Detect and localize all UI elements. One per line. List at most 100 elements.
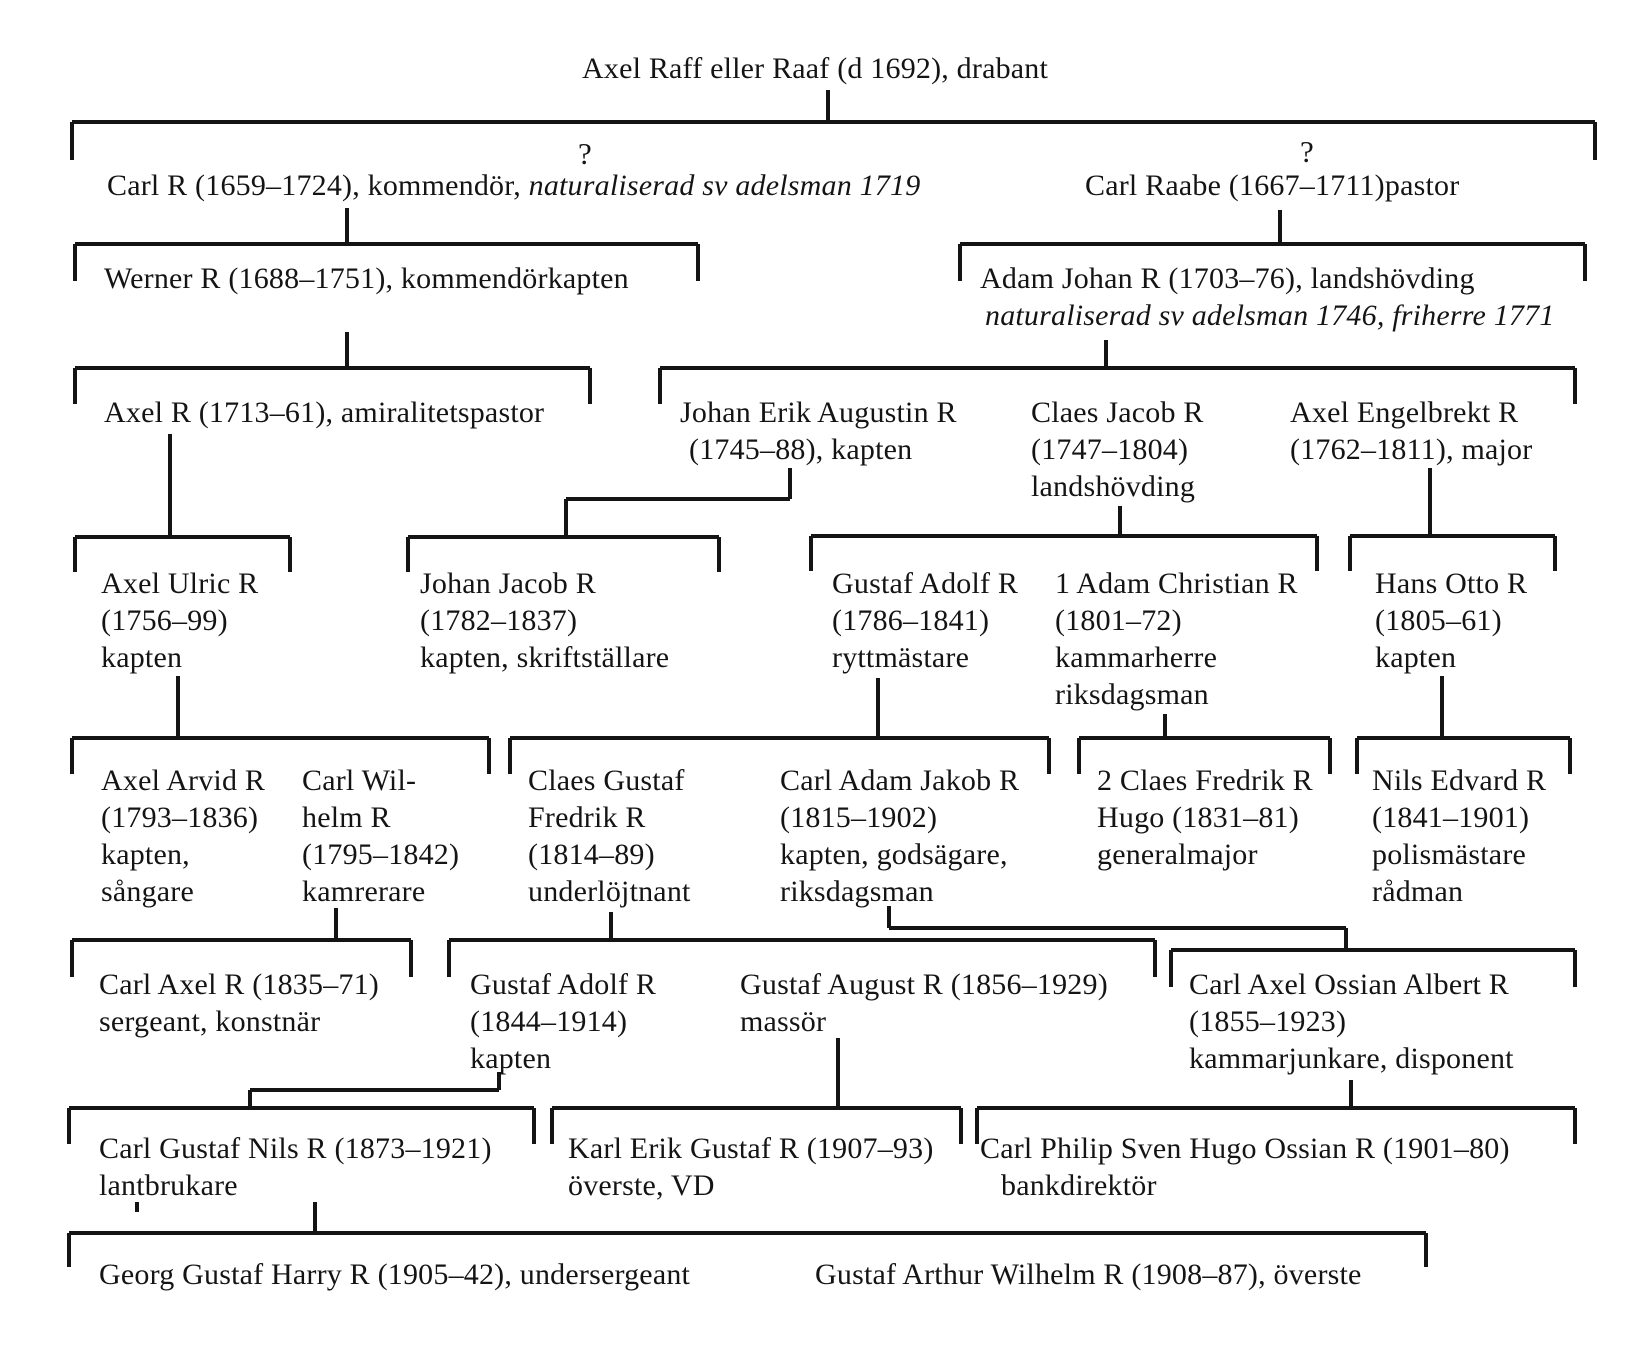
person-adam-christian-line: kammarherre: [1055, 639, 1298, 676]
person-carl-raabe: Carl Raabe (1667–1711)pastor: [1085, 167, 1459, 204]
person-text: (1782–1837): [420, 604, 578, 637]
person-text: Gustaf Adolf R: [832, 567, 1019, 600]
person-text: Carl Gustaf Nils R (1873–1921): [99, 1132, 492, 1165]
person-claes-jacob-line: landshövding: [1031, 468, 1204, 505]
person-text: Gustaf Arthur Wilhelm R (1908–87), övers…: [815, 1258, 1362, 1291]
person-text: Karl Erik Gustaf R (1907–93): [568, 1132, 934, 1165]
person-text: Claes Gustaf: [528, 764, 685, 797]
person-text: kapten: [101, 641, 183, 674]
person-gustaf-adolf-1786: Gustaf Adolf R (1786–1841) ryttmästare: [832, 565, 1018, 676]
person-text: (1855–1923): [1189, 1005, 1347, 1038]
person-werner-r: Werner R (1688–1751), kommendörkapten: [104, 260, 629, 297]
person-nils-edvard: Nils Edvard R (1841–1901) polismästare rådm…: [1372, 762, 1546, 910]
person-text: bankdirektör: [1001, 1169, 1157, 1202]
person-gustaf-adolf-1844-line: (1844–1914): [470, 1003, 656, 1040]
person-karl-erik-gustaf: Karl Erik Gustaf R (1907–93) överste, VD: [568, 1130, 934, 1204]
person-carl-wilhelm-line: kamrerare: [302, 873, 459, 910]
person-carl-r: Carl R (1659–1724), kommendör, naturalis…: [107, 167, 920, 204]
person-nils-edvard-line: polismästare: [1372, 836, 1546, 873]
person-gustaf-adolf-1786-line: Gustaf Adolf R: [832, 565, 1018, 602]
person-gustaf-adolf-1786-line: ryttmästare: [832, 639, 1018, 676]
person-text: Carl Axel R (1835–71): [99, 968, 380, 1001]
person-text: (1815–1902): [780, 801, 938, 834]
person-hans-otto: Hans Otto R (1805–61) kapten: [1375, 565, 1527, 676]
person-gustaf-august-line: massör: [740, 1003, 1108, 1040]
person-carl-wilhelm-line: Carl Wil-: [302, 762, 459, 799]
person-text: Johan Jacob R: [420, 567, 596, 600]
person-text: Carl Philip Sven Hugo Ossian R (1901–80): [980, 1132, 1510, 1165]
person-hans-otto-line: Hans Otto R: [1375, 565, 1527, 602]
person-text: Werner R (1688–1751), kommendörkapten: [104, 262, 629, 295]
person-gustaf-arthur-wilhelm: Gustaf Arthur Wilhelm R (1908–87), övers…: [815, 1256, 1362, 1293]
person-claes-fredrik-hugo-line: Hugo (1831–81): [1097, 799, 1313, 836]
person-carl-wilhelm-line: helm R: [302, 799, 459, 836]
person-text: Fredrik R: [528, 801, 646, 834]
person-text: landshövding: [1031, 470, 1196, 503]
person-text: Carl Wil-: [302, 764, 417, 797]
person-claes-fredrik-hugo-line: generalmajor: [1097, 836, 1313, 873]
person-axel-raff-line: Axel Raff eller Raaf (d 1692), drabant: [582, 50, 1048, 87]
person-claes-jacob-line: (1747–1804): [1031, 431, 1204, 468]
person-text: (1747–1804): [1031, 433, 1189, 466]
person-text: (1844–1914): [470, 1005, 628, 1038]
person-karl-erik-gustaf-line: överste, VD: [568, 1167, 934, 1204]
person-text: (1793–1836): [101, 801, 259, 834]
person-claes-gustaf-fredrik-line: underlöjtnant: [528, 873, 691, 910]
person-carl-philip-line: bankdirektör: [1001, 1167, 1510, 1204]
person-text: (1762–1811), major: [1290, 433, 1533, 466]
person-georg-gustaf-harry: Georg Gustaf Harry R (1905–42), underser…: [99, 1256, 690, 1293]
person-axel-raff: Axel Raff eller Raaf (d 1692), drabant: [582, 50, 1048, 87]
person-text: Axel Engelbrekt R: [1290, 396, 1519, 429]
person-carl-axel-1835-line: sergeant, konstnär: [99, 1003, 379, 1040]
person-carl-adam-jakob-line: riksdagsman: [780, 873, 1019, 910]
person-claes-fredrik-hugo-line: 2 Claes Fredrik R: [1097, 762, 1313, 799]
person-gustaf-adolf-1844-line: Gustaf Adolf R: [470, 966, 656, 1003]
person-text: kammarherre: [1055, 641, 1218, 674]
person-text: Adam Johan R (1703–76), landshövding: [980, 262, 1475, 295]
person-carl-adam-jakob: Carl Adam Jakob R (1815–1902) kapten, gods…: [780, 762, 1019, 910]
person-gustaf-adolf-1844-line: kapten: [470, 1040, 656, 1077]
person-text: överste, VD: [568, 1169, 715, 1202]
person-carl-axel-ossian-line: (1855–1923): [1189, 1003, 1514, 1040]
person-text: Axel Ulric R: [101, 567, 259, 600]
person-text: Nils Edvard R: [1372, 764, 1547, 797]
person-text: kammarjunkare, disponent: [1189, 1042, 1514, 1075]
person-carl-philip-line: Carl Philip Sven Hugo Ossian R (1901–80): [980, 1130, 1510, 1167]
person-text: lantbrukare: [99, 1169, 238, 1202]
person-text: Hugo (1831–81): [1097, 801, 1299, 834]
person-carl-wilhelm: Carl Wil-helm R (1795–1842) kamrerare: [302, 762, 459, 910]
person-text: kapten,: [101, 838, 190, 871]
person-axel-arvid-line: kapten,: [101, 836, 265, 873]
person-gustaf-arthur-wilhelm-line: Gustaf Arthur Wilhelm R (1908–87), övers…: [815, 1256, 1362, 1293]
person-text: kapten: [470, 1042, 552, 1075]
person-axel-ulric-line: (1756–99): [101, 602, 258, 639]
person-axel-r-1713-line: Axel R (1713–61), amiralitetspastor: [104, 394, 544, 431]
person-gustaf-august-line: Gustaf August R (1856–1929): [740, 966, 1108, 1003]
person-text: 1 Adam Christian R: [1055, 567, 1298, 600]
person-text: sergeant, konstnär: [99, 1005, 321, 1038]
person-johan-jacob-line: (1782–1837): [420, 602, 669, 639]
person-claes-gustaf-fredrik: Claes Gustaf Fredrik R (1814–89) underlöjtn…: [528, 762, 691, 910]
person-text: helm R: [302, 801, 391, 834]
person-text: Axel Arvid R: [101, 764, 266, 797]
uncertainty-mark: ?: [1300, 134, 1314, 169]
person-gustaf-august: Gustaf August R (1856–1929) massör: [740, 966, 1108, 1040]
person-text: Gustaf Adolf R: [470, 968, 657, 1001]
person-axel-ulric-line: kapten: [101, 639, 258, 676]
person-adam-christian-line: 1 Adam Christian R: [1055, 565, 1298, 602]
person-carl-axel-1835-line: Carl Axel R (1835–71): [99, 966, 379, 1003]
person-axel-arvid-line: Axel Arvid R: [101, 762, 265, 799]
person-text: riksdagsman: [780, 875, 934, 908]
person-johan-erik-augustin: Johan Erik Augustin R (1745–88), kapten: [680, 394, 957, 468]
person-axel-engelbrekt-line: (1762–1811), major: [1290, 431, 1532, 468]
person-adam-christian-line: riksdagsman: [1055, 676, 1298, 713]
person-text: (1745–88), kapten: [689, 433, 913, 466]
person-axel-ulric-line: Axel Ulric R: [101, 565, 258, 602]
person-text: sångare: [101, 875, 195, 908]
person-text: Claes Jacob R: [1031, 396, 1204, 429]
person-carl-axel-ossian-line: kammarjunkare, disponent: [1189, 1040, 1514, 1077]
person-carl-gustaf-nils-line: lantbrukare: [99, 1167, 492, 1204]
person-text: (1805–61): [1375, 604, 1502, 637]
person-adam-christian-line: (1801–72): [1055, 602, 1298, 639]
